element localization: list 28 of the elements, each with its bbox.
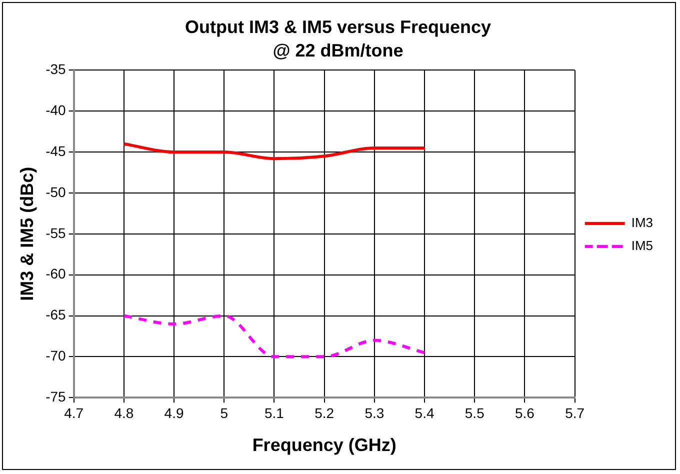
y-axis-title: IM3 & IM5 (dBc) (16, 166, 37, 301)
x-tick-label: 5.2 (314, 404, 334, 421)
legend-label: IM3 (631, 215, 653, 230)
x-tick-label: 4.9 (164, 404, 184, 421)
y-tick-label: -60 (46, 266, 66, 282)
y-tick-label: -35 (46, 61, 66, 78)
x-tick-label: 5.7 (565, 404, 585, 421)
x-tick-label: 5.3 (364, 404, 384, 421)
x-tick-label: 4.8 (114, 404, 134, 421)
x-tick-label: 5.5 (464, 404, 485, 421)
y-tick-label: -70 (46, 348, 66, 364)
x-tick-label: 5 (220, 404, 228, 421)
chart-title: Output IM3 & IM5 versus Frequency (184, 16, 492, 37)
line-series (122, 142, 426, 160)
y-tick-label: -65 (46, 306, 66, 323)
chart-subtitle: @ 22 dBm/tone (272, 40, 404, 60)
x-tick-label: 4.7 (64, 404, 84, 421)
x-tick-label: 5.6 (514, 404, 535, 421)
legend-label: IM5 (631, 238, 653, 254)
y-tick-label: -45 (46, 142, 66, 159)
y-tick-label: -55 (46, 224, 66, 241)
y-tick-label: -75 (46, 388, 66, 404)
y-tick-label: -40 (46, 102, 66, 118)
x-axis-title: Frequency (GHz) (252, 435, 396, 456)
line-series (122, 314, 426, 358)
x-tick-label: 5.4 (414, 404, 434, 421)
x-tick-label: 5.1 (264, 404, 284, 421)
y-tick-label: -50 (46, 184, 66, 200)
